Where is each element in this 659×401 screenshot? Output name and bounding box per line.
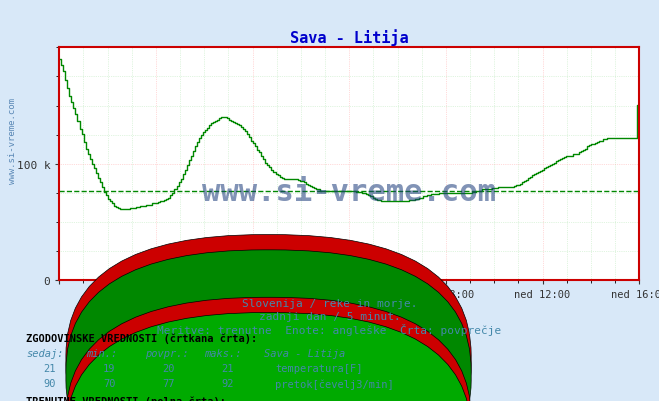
Text: povpr.:: povpr.: [145,348,188,358]
Text: 21: 21 [43,363,56,373]
Text: ZGODOVINSKE VREDNOSTI (črtkana črta):: ZGODOVINSKE VREDNOSTI (črtkana črta): [26,333,258,343]
Text: Meritve: trenutne  Enote: angleške  Črta: povprečje: Meritve: trenutne Enote: angleške Črta: … [158,323,501,335]
Text: www.si-vreme.com: www.si-vreme.com [202,178,496,207]
Text: pretok[čevelj3/min]: pretok[čevelj3/min] [275,379,394,389]
Text: 92: 92 [221,379,234,389]
Text: www.si-vreme.com: www.si-vreme.com [8,97,17,183]
Text: 70: 70 [103,379,115,389]
Text: Slovenija / reke in morje.: Slovenija / reke in morje. [242,299,417,309]
Text: sedaj:: sedaj: [26,348,64,358]
Title: Sava - Litija: Sava - Litija [290,29,409,46]
Text: 21: 21 [221,363,234,373]
Text: TRENUTNE VREDNOSTI (polna črta):: TRENUTNE VREDNOSTI (polna črta): [26,395,226,401]
Text: Sava - Litija: Sava - Litija [264,348,345,358]
Text: maks.:: maks.: [204,348,242,358]
Text: zadnji dan / 5 minut.: zadnji dan / 5 minut. [258,311,401,321]
Text: temperatura[F]: temperatura[F] [275,363,363,373]
Text: 90: 90 [43,379,56,389]
Text: 77: 77 [162,379,175,389]
Text: min.:: min.: [86,348,117,358]
Text: 19: 19 [103,363,115,373]
Text: 20: 20 [162,363,175,373]
